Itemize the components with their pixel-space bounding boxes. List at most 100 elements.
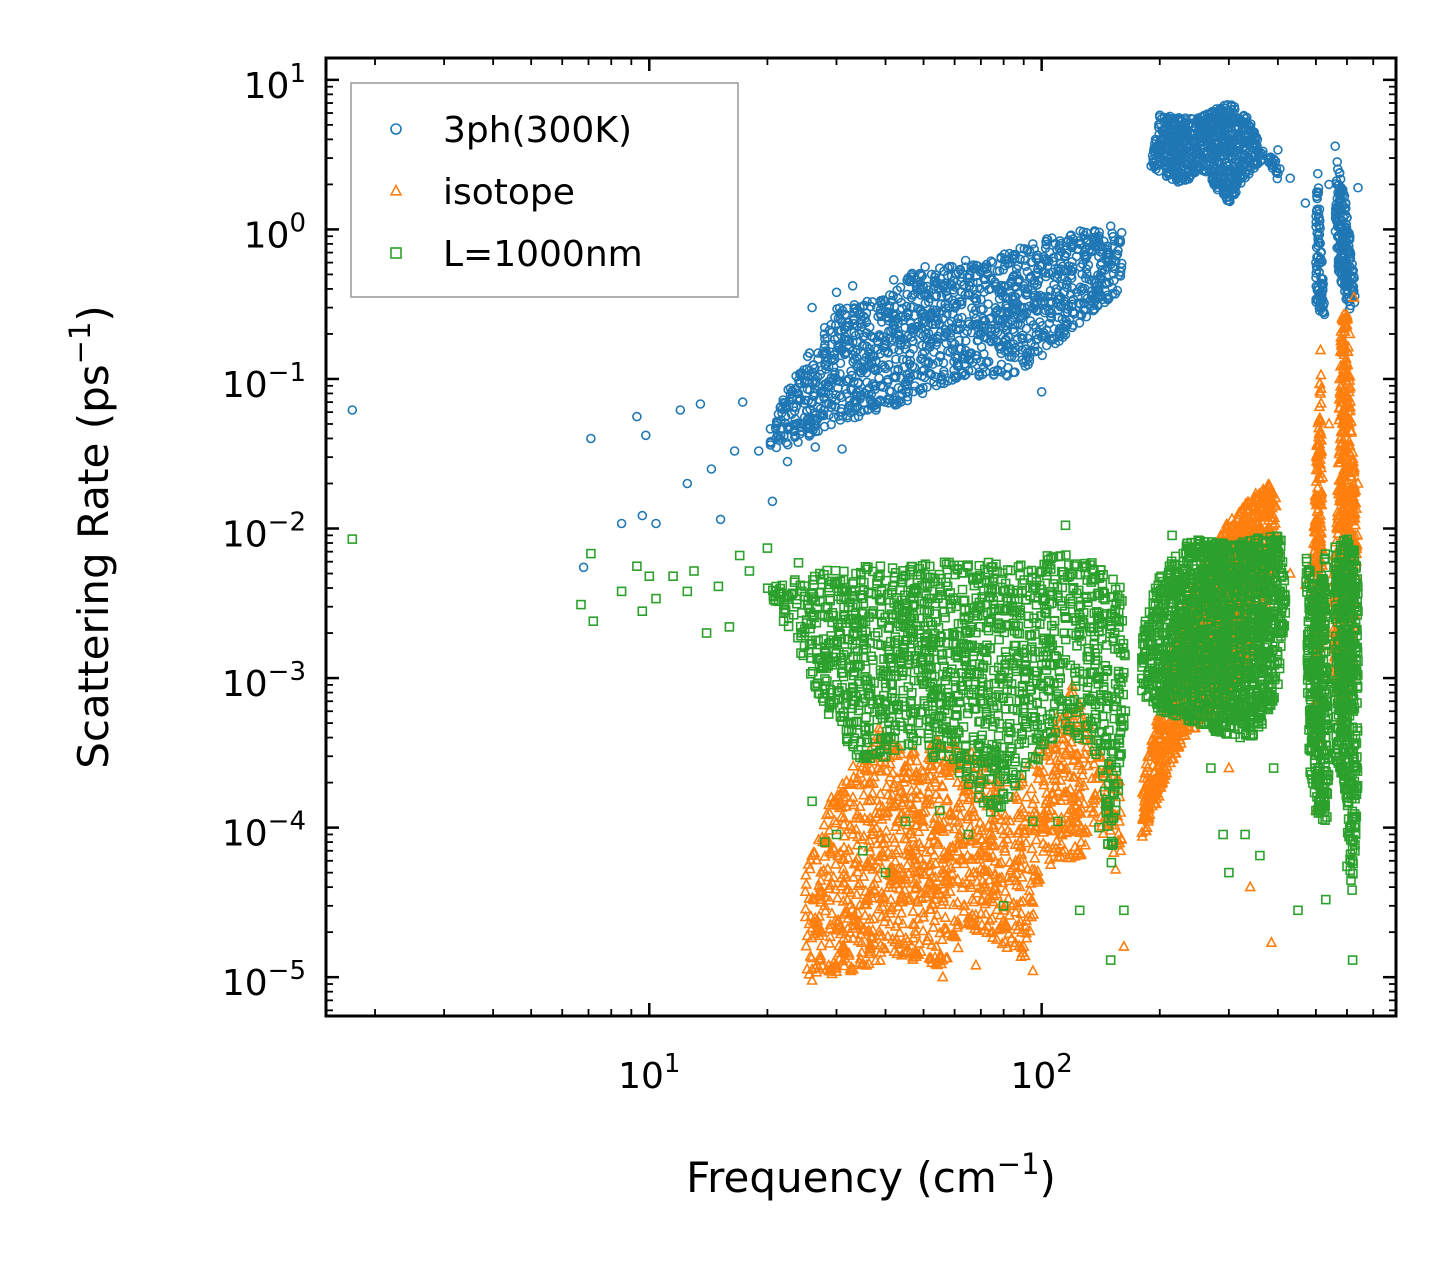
data-point [978, 321, 989, 332]
data-point [637, 510, 648, 521]
data-point [1273, 145, 1283, 155]
data-point [753, 446, 764, 456]
data-point [715, 514, 726, 525]
data-point [894, 330, 904, 340]
data-point [842, 376, 853, 386]
data-point [897, 303, 907, 314]
data-point [793, 375, 804, 385]
data-point [983, 299, 994, 309]
data-point [347, 405, 358, 415]
data-point [1067, 282, 1077, 293]
data-point [849, 403, 860, 413]
data-point [1099, 236, 1109, 247]
data-point [926, 269, 937, 280]
data-point [640, 430, 651, 441]
data-point [1027, 303, 1037, 313]
data-point [837, 444, 847, 454]
data-point [1115, 271, 1126, 281]
data-point [876, 317, 887, 327]
data-point [926, 369, 937, 380]
data-point [865, 396, 876, 406]
data-point [1353, 182, 1363, 193]
data-point [1077, 269, 1087, 279]
data-point [975, 832, 988, 844]
data-point [1082, 269, 1092, 279]
data-point [970, 319, 980, 330]
data-point [1004, 351, 1015, 362]
data-point [855, 318, 865, 328]
data-point [933, 357, 944, 367]
data-point [780, 398, 790, 409]
data-point [937, 305, 948, 316]
data-point [986, 326, 997, 337]
data-point [1107, 241, 1118, 252]
data-point [951, 896, 964, 907]
data-point [578, 562, 589, 573]
data-point [855, 366, 865, 376]
data-point [1021, 323, 1032, 334]
data-point [616, 518, 627, 529]
data-point [923, 358, 934, 369]
data-point [990, 302, 1001, 313]
data-point [922, 382, 932, 392]
data-point [1022, 266, 1033, 277]
data-point [895, 282, 906, 293]
data-point [994, 287, 1004, 298]
plot-area [347, 100, 1364, 985]
data-point [782, 439, 793, 450]
data-point [887, 324, 898, 335]
data-point [1060, 308, 1070, 319]
data-point [901, 301, 912, 312]
data-point [945, 328, 956, 338]
data-point [1008, 324, 1018, 335]
data-point [837, 411, 848, 421]
data-point [888, 274, 899, 285]
data-point [878, 295, 889, 305]
data-point [1022, 246, 1033, 256]
data-point [804, 365, 815, 376]
data-point [856, 367, 866, 378]
data-point [1031, 323, 1041, 334]
data-point [971, 271, 981, 281]
data-point [900, 344, 911, 354]
data-point [828, 355, 838, 366]
data-point [952, 941, 965, 953]
data-point [909, 362, 920, 373]
data-point [810, 370, 821, 381]
data-point [923, 297, 934, 307]
data-point [886, 386, 897, 397]
data-point [1285, 173, 1295, 183]
data-point [1036, 386, 1047, 397]
data-point [586, 433, 596, 444]
data-point [871, 871, 883, 883]
data-point [942, 308, 952, 319]
data-point [1300, 198, 1311, 208]
data-point [846, 366, 856, 377]
data-point [765, 423, 776, 434]
data-point [1029, 244, 1039, 254]
data-point [849, 308, 860, 318]
data-point [972, 335, 983, 346]
data-point [907, 905, 919, 916]
data-point [1044, 247, 1055, 257]
data-point [820, 388, 831, 398]
data-point [964, 348, 975, 359]
data-point [837, 305, 848, 316]
data-point [1111, 251, 1122, 261]
data-point [833, 411, 844, 422]
data-point [782, 421, 793, 432]
data-point [853, 377, 864, 388]
data-point [1116, 227, 1127, 238]
data-point [847, 759, 859, 771]
data-point [931, 290, 942, 301]
data-point [810, 442, 821, 452]
data-point [853, 411, 864, 422]
data-point [964, 281, 975, 291]
data-point [815, 939, 828, 951]
data-point [857, 341, 868, 351]
data-point [894, 345, 904, 356]
data-point [767, 496, 778, 507]
data-point [941, 338, 952, 349]
data-point [882, 377, 893, 388]
data-point [977, 369, 988, 380]
